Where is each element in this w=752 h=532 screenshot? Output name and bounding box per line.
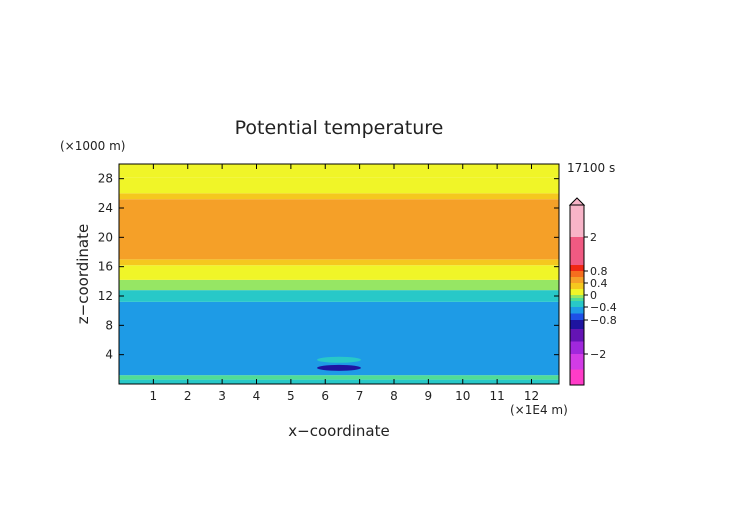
x-unit-label: (×1E4 m) <box>510 403 568 417</box>
x-tick-label: 7 <box>356 389 364 403</box>
colorbar-segment <box>570 341 584 354</box>
colorbar-extend-arrow <box>568 197 586 206</box>
contour-band <box>119 177 559 194</box>
contour-band <box>119 199 559 260</box>
colorbar-segment <box>570 265 584 271</box>
colorbar-tick-label: −0.4 <box>590 301 617 314</box>
y-axis-title: z−coordinate <box>74 224 92 324</box>
x-tick-label: 10 <box>455 389 470 403</box>
y-tick-label: 20 <box>98 230 113 244</box>
colorbar-tick-label: 0.4 <box>590 277 608 290</box>
colorbar-segment <box>570 320 584 329</box>
contour-band <box>119 279 559 291</box>
contour-band <box>119 379 559 384</box>
contour-band <box>119 193 559 200</box>
colorbar-tick-label: 0 <box>590 289 597 302</box>
x-axis-ticks: 1 2 3 4 5 6 7 8 9 10 11 12 <box>150 164 539 403</box>
contour-band <box>119 259 559 266</box>
contour-feature <box>317 356 361 363</box>
colorbar-segment <box>570 271 584 277</box>
colorbar-tick-label: −2 <box>590 348 606 361</box>
plot-frame <box>118 163 560 385</box>
colorbar-segment <box>570 277 584 283</box>
colorbar-segment <box>570 307 584 314</box>
colorbar-segment <box>570 289 584 295</box>
y-tick-label: 24 <box>98 201 113 215</box>
y-tick-label: 12 <box>98 289 113 303</box>
colorbar-segment <box>570 283 584 289</box>
colorbar-segment <box>570 301 584 307</box>
contour-band <box>119 290 559 302</box>
colorbar-segment <box>570 205 584 237</box>
contour-band <box>119 164 559 178</box>
contour-band <box>119 375 559 380</box>
colorbar-tick-label: 0.8 <box>590 265 608 278</box>
y-tick-label: 4 <box>105 348 113 362</box>
colorbar: 2 0.80.40−0.4−0.8 −2 <box>568 197 617 386</box>
colorbar-segment <box>570 237 584 265</box>
x-tick-label: 9 <box>425 389 433 403</box>
colorbar-segment <box>570 354 584 370</box>
x-tick-label: 3 <box>218 389 226 403</box>
y-tick-label: 16 <box>98 260 113 274</box>
x-tick-label: 5 <box>287 389 295 403</box>
x-tick-label: 12 <box>524 389 539 403</box>
chart-title: Potential temperature <box>235 117 444 139</box>
colorbar-segment <box>570 313 584 320</box>
x-tick-label: 6 <box>321 389 329 403</box>
contour-band <box>119 265 559 280</box>
colorbar-segment <box>570 295 584 298</box>
x-tick-label: 11 <box>489 389 504 403</box>
y-unit-label: (×1000 m) <box>60 139 125 153</box>
y-axis-ticks: 4 8 12 16 20 24 28 <box>98 172 559 362</box>
contour-band <box>119 301 559 376</box>
plot-area <box>118 163 560 385</box>
colorbar-tick-label: 2 <box>590 231 597 244</box>
x-axis-title: x−coordinate <box>288 422 389 440</box>
contour-feature <box>317 364 361 371</box>
time-label: 17100 s <box>567 161 615 175</box>
x-tick-label: 2 <box>184 389 192 403</box>
colorbar-segment <box>570 369 584 385</box>
x-tick-label: 4 <box>253 389 261 403</box>
y-tick-label: 28 <box>98 172 113 186</box>
colorbar-segment <box>570 298 584 301</box>
y-tick-label: 8 <box>105 318 113 332</box>
colorbar-segment <box>570 329 584 342</box>
x-tick-label: 1 <box>150 389 158 403</box>
colorbar-tick-label: −0.8 <box>590 314 617 327</box>
x-tick-label: 8 <box>390 389 398 403</box>
